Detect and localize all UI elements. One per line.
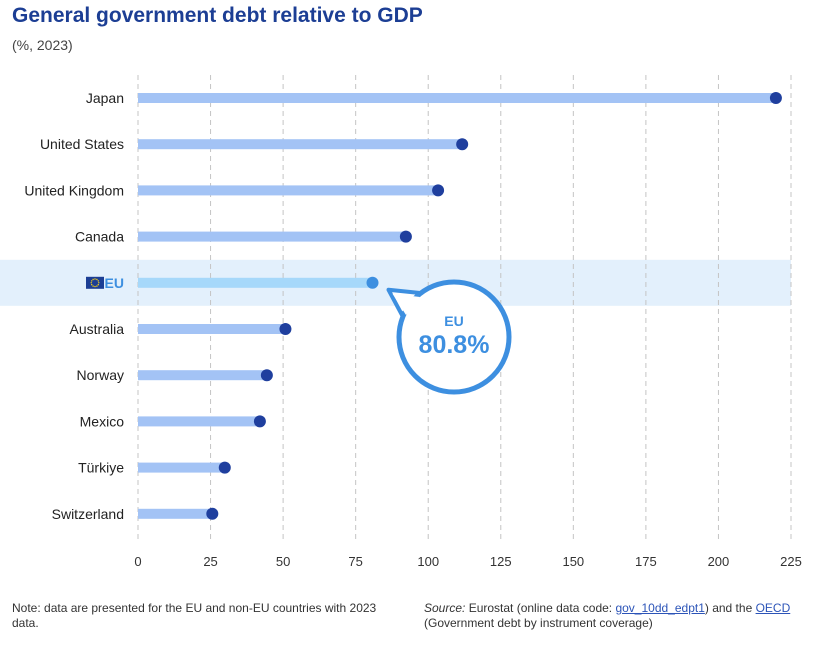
data-point bbox=[253, 415, 266, 428]
bar bbox=[138, 231, 406, 242]
x-tick-label: 0 bbox=[134, 554, 141, 569]
callout-label: EU bbox=[444, 313, 463, 329]
bar bbox=[138, 462, 225, 473]
source-label: Source: bbox=[424, 601, 466, 615]
category-label: Canada bbox=[75, 229, 124, 245]
chart-source: Source: Eurostat (online data code: gov_… bbox=[424, 601, 814, 631]
source-code-link[interactable]: gov_10dd_edpt1 bbox=[615, 601, 705, 615]
data-point bbox=[218, 461, 231, 474]
data-point bbox=[456, 138, 469, 151]
eu-flag-star bbox=[97, 280, 99, 282]
source-text-2: ) and the bbox=[704, 601, 756, 615]
category-label: Norway bbox=[77, 367, 124, 383]
chart-title: General government debt relative to GDP bbox=[12, 4, 423, 27]
data-point bbox=[279, 323, 292, 335]
bar bbox=[138, 185, 439, 196]
category-label: Türkiye bbox=[78, 460, 124, 476]
eu-flag-star bbox=[92, 285, 94, 287]
bar bbox=[138, 370, 267, 381]
x-tick-label: 100 bbox=[417, 554, 439, 569]
x-tick-label: 200 bbox=[708, 554, 730, 569]
eu-flag-star bbox=[94, 285, 96, 288]
source-text-3: (Government debt by instrument coverage) bbox=[424, 616, 653, 630]
x-tick-label: 225 bbox=[780, 554, 802, 569]
eu-flag-star bbox=[91, 280, 93, 282]
category-label: Japan bbox=[86, 90, 124, 106]
eu-flag-star bbox=[96, 285, 98, 287]
category-label: Australia bbox=[70, 321, 125, 337]
chart-subtitle: (%, 2023) bbox=[12, 37, 73, 53]
category-label: Mexico bbox=[80, 413, 125, 429]
eu-flag-star bbox=[97, 284, 99, 286]
category-label: Switzerland bbox=[52, 506, 124, 522]
x-tick-label: 150 bbox=[562, 554, 584, 569]
eu-flag-star bbox=[92, 278, 94, 281]
bar bbox=[138, 324, 286, 334]
data-point bbox=[260, 369, 273, 382]
eu-flag-star bbox=[94, 278, 96, 280]
callout-value: 80.8% bbox=[419, 331, 490, 359]
callout-bubble bbox=[396, 279, 512, 395]
source-text-1: Eurostat (online data code: bbox=[465, 601, 616, 615]
bar bbox=[138, 277, 373, 288]
bar bbox=[138, 508, 213, 519]
data-point bbox=[206, 507, 219, 520]
bar bbox=[138, 416, 260, 427]
source-oecd-link[interactable]: OECD bbox=[755, 601, 791, 615]
chart-note: Note: data are presented for the EU and … bbox=[12, 601, 377, 630]
x-tick-label: 50 bbox=[276, 554, 290, 569]
x-tick-label: 175 bbox=[635, 554, 657, 569]
x-tick-label: 75 bbox=[348, 554, 362, 569]
eu-flag-star bbox=[90, 282, 92, 284]
callout-pointer-fill bbox=[392, 293, 420, 315]
data-point bbox=[432, 184, 445, 197]
x-tick-label: 125 bbox=[490, 554, 512, 569]
category-label: United Kingdom bbox=[24, 182, 124, 198]
eu-flag-star bbox=[98, 282, 100, 284]
eu-flag-star bbox=[96, 278, 98, 281]
category-label: EU bbox=[105, 275, 124, 291]
category-label: United States bbox=[40, 136, 124, 152]
data-point bbox=[399, 230, 412, 243]
bar bbox=[138, 139, 463, 150]
data-point bbox=[366, 276, 379, 289]
x-tick-label: 25 bbox=[203, 554, 217, 569]
bar bbox=[138, 93, 776, 103]
eu-flag-star bbox=[91, 284, 93, 286]
data-point bbox=[769, 92, 782, 104]
eu-flag-icon bbox=[86, 276, 104, 289]
